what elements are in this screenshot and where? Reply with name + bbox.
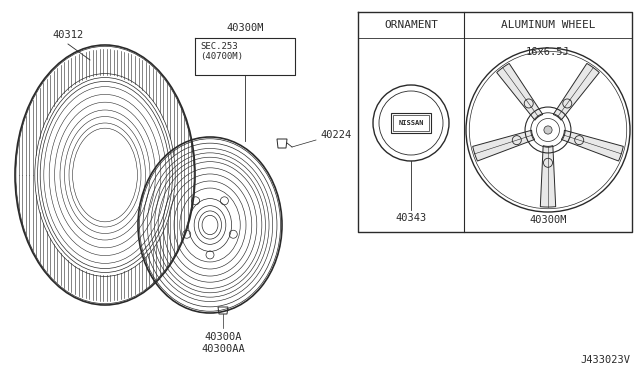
Bar — [391, 113, 431, 133]
Text: 40343: 40343 — [396, 213, 427, 223]
Polygon shape — [473, 130, 534, 161]
Text: J433023V: J433023V — [580, 355, 630, 365]
Circle shape — [544, 126, 552, 134]
Bar — [393, 115, 429, 131]
Polygon shape — [561, 130, 623, 161]
Text: 40224: 40224 — [320, 130, 351, 140]
Polygon shape — [540, 146, 556, 207]
Polygon shape — [497, 64, 543, 120]
Text: NISSAN: NISSAN — [398, 120, 424, 126]
Polygon shape — [554, 64, 599, 120]
Text: 40300A
40300AA: 40300A 40300AA — [201, 332, 245, 355]
Text: 40300M: 40300M — [227, 23, 264, 33]
Text: SEC.253
(40700M): SEC.253 (40700M) — [200, 42, 243, 61]
Text: 16x6.5J: 16x6.5J — [526, 47, 570, 57]
Text: 40312: 40312 — [52, 30, 84, 40]
Text: ALUMINUM WHEEL: ALUMINUM WHEEL — [500, 20, 595, 30]
Text: ORNAMENT: ORNAMENT — [384, 20, 438, 30]
Text: 40300M: 40300M — [529, 215, 567, 225]
